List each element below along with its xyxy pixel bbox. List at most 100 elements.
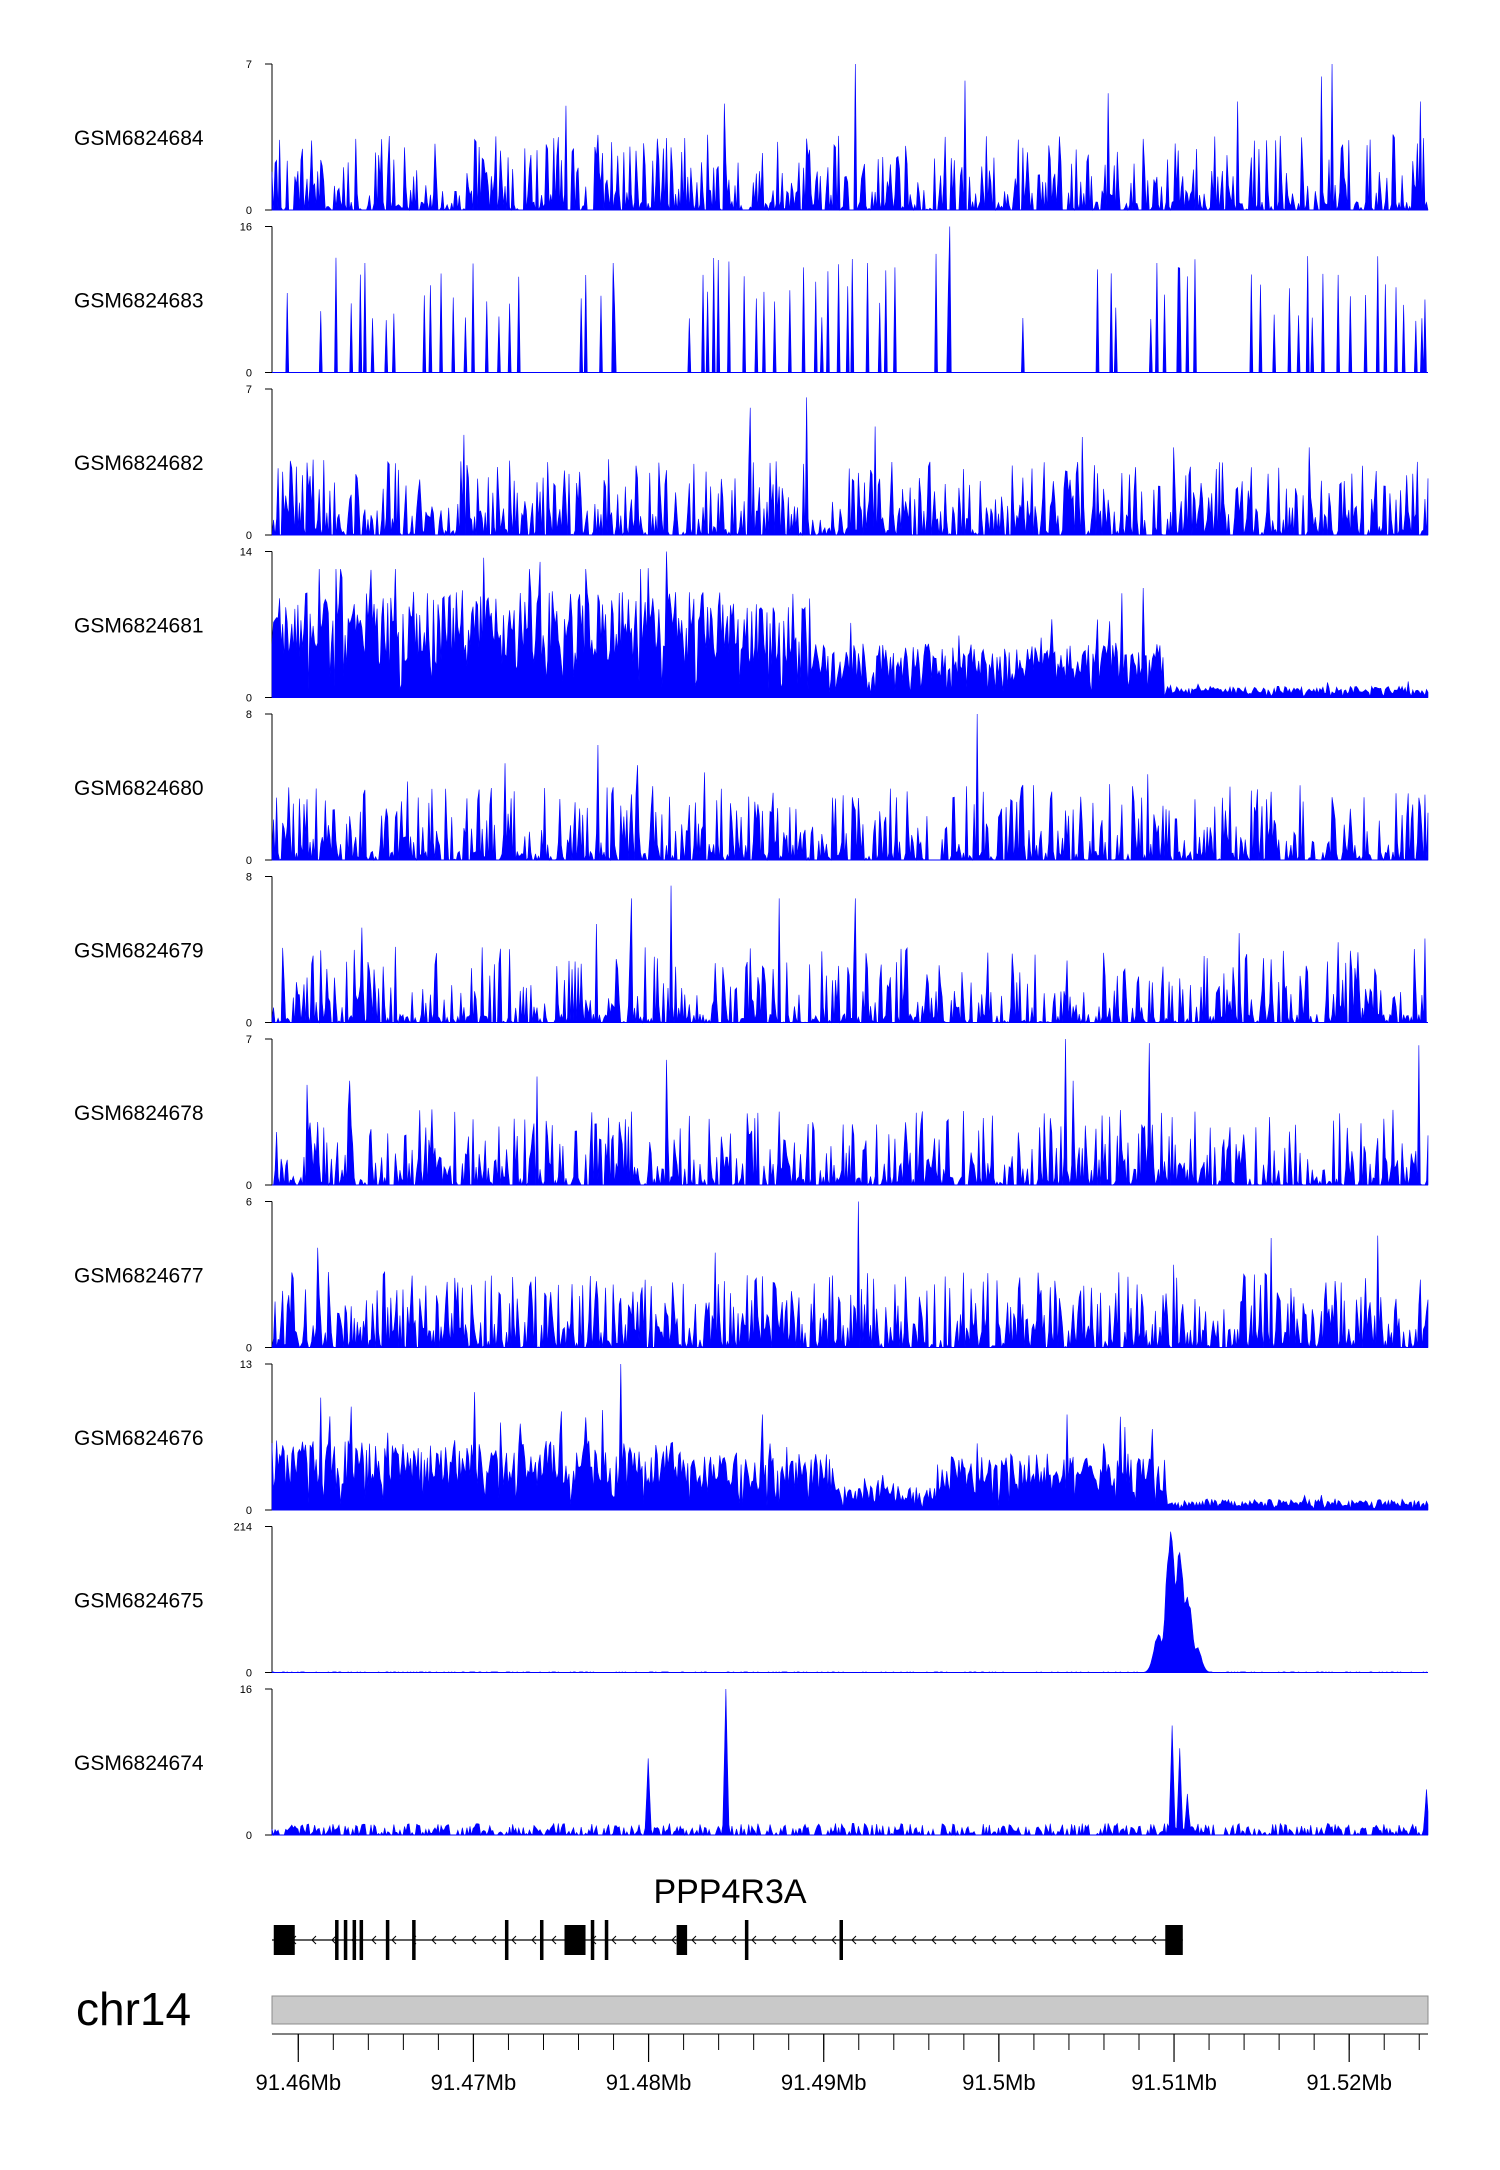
strand-arrow bbox=[491, 1935, 497, 1945]
x-tick-label: 91.5Mb bbox=[962, 2070, 1035, 2095]
y-tick-label: 0 bbox=[246, 530, 252, 542]
strand-arrow bbox=[971, 1935, 977, 1945]
track-label: GSM6824682 bbox=[74, 452, 204, 475]
track-label: GSM6824675 bbox=[74, 1590, 204, 1613]
strand-arrow bbox=[331, 1935, 337, 1945]
strand-arrow bbox=[731, 1935, 737, 1945]
signal-area bbox=[271, 1531, 1429, 1673]
y-tick-label: 0 bbox=[246, 1830, 252, 1842]
strand-arrow bbox=[1091, 1935, 1097, 1945]
signal-area bbox=[271, 397, 1429, 537]
exon bbox=[273, 1925, 295, 1955]
strand-arrow bbox=[451, 1935, 457, 1945]
y-tick-label: 7 bbox=[246, 384, 252, 396]
signal-area bbox=[272, 226, 1428, 373]
strand-arrow bbox=[531, 1935, 537, 1945]
y-tick-label: 0 bbox=[246, 1505, 252, 1517]
strand-arrow bbox=[471, 1935, 477, 1945]
y-tick-label: 214 bbox=[234, 1522, 252, 1534]
strand-arrow bbox=[911, 1935, 917, 1945]
y-tick-label: 8 bbox=[246, 872, 252, 884]
strand-arrow bbox=[551, 1935, 557, 1945]
y-tick-label: 8 bbox=[246, 709, 252, 721]
signal-area bbox=[271, 1363, 1429, 1511]
strand-arrow bbox=[651, 1935, 657, 1945]
signal-area bbox=[271, 1688, 1429, 1837]
track-label: GSM6824674 bbox=[74, 1752, 204, 1775]
strand-arrow bbox=[1151, 1935, 1157, 1945]
y-tick-label: 0 bbox=[246, 368, 252, 380]
track-label: GSM6824680 bbox=[74, 777, 204, 800]
x-tick-label: 91.49Mb bbox=[781, 2070, 867, 2095]
exon bbox=[385, 1920, 390, 1960]
exon bbox=[676, 1925, 688, 1955]
y-tick-label: 0 bbox=[246, 855, 252, 867]
track-label: GSM6824683 bbox=[74, 290, 204, 313]
exon bbox=[412, 1920, 416, 1960]
strand-arrow bbox=[891, 1935, 897, 1945]
strand-arrow bbox=[791, 1935, 797, 1945]
y-tick-label: 13 bbox=[240, 1359, 252, 1371]
track-label: GSM6824676 bbox=[74, 1427, 204, 1450]
strand-arrow bbox=[311, 1935, 317, 1945]
x-tick-label: 91.51Mb bbox=[1131, 2070, 1217, 2095]
y-tick-label: 7 bbox=[246, 1034, 252, 1046]
y-tick-label: 0 bbox=[246, 1343, 252, 1355]
x-tick-label: 91.48Mb bbox=[606, 2070, 692, 2095]
y-tick-label: 0 bbox=[246, 693, 252, 705]
strand-arrow bbox=[371, 1935, 377, 1945]
x-tick-label: 91.46Mb bbox=[255, 2070, 341, 2095]
exon bbox=[839, 1920, 843, 1960]
strand-arrow bbox=[711, 1935, 717, 1945]
y-tick-label: 6 bbox=[246, 1197, 252, 1209]
strand-arrow bbox=[1071, 1935, 1077, 1945]
y-tick-label: 0 bbox=[246, 1668, 252, 1680]
signal-area bbox=[271, 551, 1429, 698]
track-GSM6824681: GSM6824681 14 0 bbox=[74, 547, 1429, 705]
y-tick-label: 16 bbox=[240, 222, 252, 234]
exon bbox=[539, 1920, 544, 1960]
strand-arrow bbox=[611, 1935, 617, 1945]
strand-arrow bbox=[951, 1935, 957, 1945]
strand-arrow bbox=[931, 1935, 937, 1945]
y-tick-label: 16 bbox=[240, 1684, 252, 1696]
exon bbox=[590, 1920, 595, 1960]
chromosome-axis: chr14 91.46Mb 91.47Mb 91.48Mb 91.49Mb 91.5Mb 9… bbox=[76, 1983, 1429, 2095]
strand-arrow bbox=[811, 1935, 817, 1945]
exon bbox=[343, 1920, 348, 1960]
strand-arrow bbox=[1011, 1935, 1017, 1945]
gene-track: PPP4R3A bbox=[272, 1873, 1183, 1960]
strand-arrow bbox=[751, 1935, 757, 1945]
strand-arrow bbox=[1051, 1935, 1057, 1945]
signal-area bbox=[271, 885, 1428, 1024]
exon bbox=[359, 1920, 364, 1960]
strand-arrow bbox=[831, 1935, 837, 1945]
exon bbox=[744, 1920, 749, 1960]
strand-arrow bbox=[1031, 1935, 1037, 1945]
chromosome-bar bbox=[271, 1995, 1429, 2025]
track-GSM6824676: GSM6824676 13 0 bbox=[74, 1359, 1429, 1517]
strand-arrow bbox=[431, 1935, 437, 1945]
strand-arrow bbox=[851, 1935, 857, 1945]
exon bbox=[564, 1925, 586, 1955]
track-GSM6824678: GSM6824678 7 0 bbox=[74, 1034, 1429, 1192]
strand-arrow bbox=[771, 1935, 777, 1945]
signal-area bbox=[271, 713, 1429, 862]
track-GSM6824684: GSM6824684 7 0 bbox=[74, 59, 1429, 217]
y-tick-label: 0 bbox=[246, 1180, 252, 1192]
exon bbox=[1165, 1925, 1183, 1955]
y-tick-label: 0 bbox=[246, 1018, 252, 1030]
exon bbox=[335, 1920, 339, 1960]
strand-arrow bbox=[631, 1935, 637, 1945]
strand-arrow bbox=[1111, 1935, 1117, 1945]
exon bbox=[352, 1920, 357, 1960]
x-tick-label: 91.52Mb bbox=[1306, 2070, 1392, 2095]
track-GSM6824674: GSM6824674 16 0 bbox=[74, 1684, 1429, 1842]
strand-arrow bbox=[671, 1935, 677, 1945]
track-label: GSM6824678 bbox=[74, 1102, 204, 1125]
track-GSM6824679: GSM6824679 8 0 bbox=[74, 872, 1428, 1030]
strand-arrow bbox=[1131, 1935, 1137, 1945]
signal-area bbox=[271, 63, 1429, 212]
y-tick-label: 7 bbox=[246, 59, 252, 71]
